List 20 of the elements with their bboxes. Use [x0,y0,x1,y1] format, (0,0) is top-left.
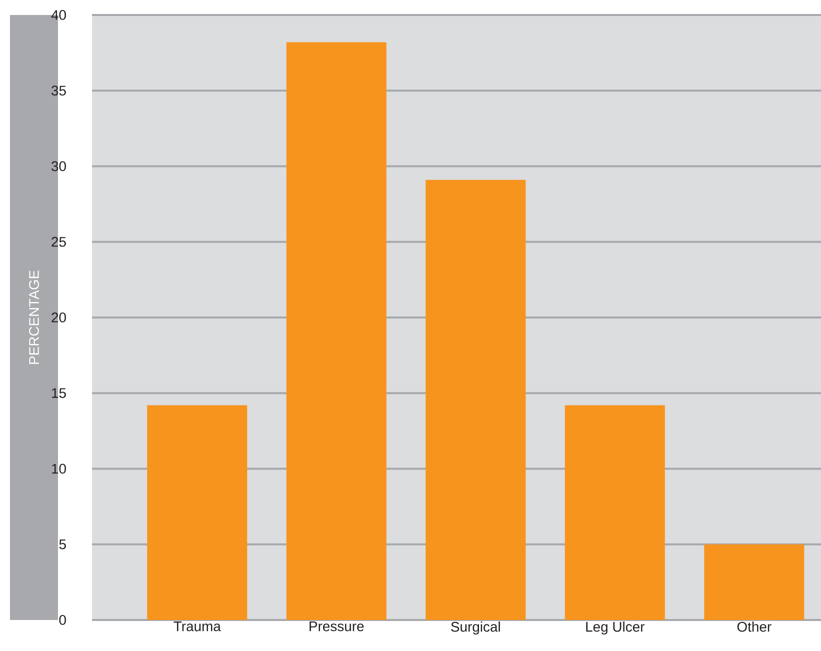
bar [286,42,386,620]
x-tick-label: Trauma [174,622,221,632]
bar [147,405,248,620]
x-tick-label: Other [737,622,772,632]
y-tick-label: 25 [52,236,66,247]
x-tick-label: Surgical [451,622,500,634]
y-tick-label: 40 [51,10,66,20]
y-tick-label: 35 [52,86,66,96]
y-axis-title: PERCENTAGE [29,270,39,364]
y-tick-label: 10 [52,464,66,474]
y-tick-label: 15 [52,388,66,398]
y-tick-label: 5 [59,539,66,550]
bar [426,180,526,620]
y-tick-label: 30 [52,161,66,172]
y-tick-label: 0 [59,615,66,625]
x-tick-label: Leg Ulcer [586,622,645,634]
x-tick-label: Pressure [310,622,364,632]
bar [704,544,804,620]
bar [564,405,665,620]
y-tick-label: 20 [52,312,66,322]
